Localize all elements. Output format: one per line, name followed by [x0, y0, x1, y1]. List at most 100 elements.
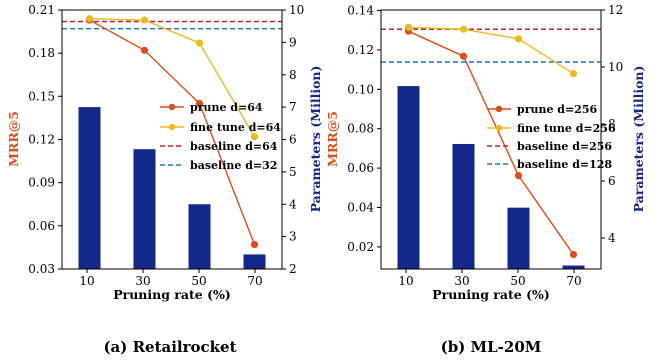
legend-item-baseline-large: baseline d=64 — [160, 140, 278, 153]
legend-label: baseline d=64 — [190, 140, 278, 153]
bar-30 — [133, 149, 156, 269]
series-point-prune — [140, 46, 149, 54]
legend-item-baseline-small: baseline d=32 — [160, 159, 277, 172]
right-axis-label: Parameters (Million) — [308, 66, 323, 213]
legend-label: fine tune d=64 — [190, 121, 281, 134]
bar-70 — [562, 265, 585, 269]
left-tick-label: 0.06 — [347, 161, 374, 175]
x-axis-label: Pruning rate (%) — [432, 287, 550, 302]
bar-10 — [397, 86, 420, 269]
legend-label: baseline d=128 — [517, 158, 612, 171]
series-point-prune — [569, 250, 578, 259]
series-point-prune — [514, 172, 523, 180]
series-point-fine-tune — [140, 16, 149, 24]
right-tick-label: 6 — [289, 133, 297, 147]
legend-item-baseline-large: baseline d=256 — [487, 140, 612, 153]
x-axis: 10 30 50 70 — [79, 269, 263, 288]
right-tick-label: 8 — [289, 68, 297, 82]
chart-panel-retailrocket: 0.03 0.06 0.09 0.12 0.15 0.18 0.21 2 3 4… — [6, 3, 323, 356]
left-tick-label: 0.10 — [347, 82, 374, 96]
bar-30 — [452, 143, 475, 269]
series-point-prune — [195, 99, 204, 108]
left-tick-label: 0.06 — [28, 219, 55, 233]
left-axis-label: MRR@5 — [325, 111, 340, 167]
series-point-fine-tune — [195, 39, 204, 47]
right-tick-label: 8 — [608, 117, 616, 131]
chart-marks — [62, 15, 282, 269]
right-tick-label: 7 — [289, 100, 297, 114]
left-axis: 0.03 0.06 0.09 0.12 0.15 0.18 0.21 — [28, 3, 62, 276]
series-point-fine-tune — [250, 133, 259, 141]
bar-70 — [243, 254, 266, 269]
left-tick-label: 0.08 — [347, 122, 374, 136]
left-axis: 0.02 0.04 0.06 0.08 0.10 0.12 0.14 — [347, 4, 381, 254]
series-point-prune — [459, 52, 468, 60]
left-tick-label: 0.12 — [347, 43, 374, 57]
series-line-prune — [89, 19, 256, 245]
x-tick-label: 30 — [135, 274, 150, 288]
x-tick-label: 50 — [510, 274, 525, 288]
right-tick-label: 5 — [289, 165, 297, 179]
plot-frame — [380, 9, 602, 270]
legend-item-fine-tune: fine tune d=64 — [160, 121, 281, 134]
right-tick-label: 4 — [289, 197, 297, 211]
legend-item-fine-tune: fine tune d=256 — [487, 122, 616, 135]
x-axis: 10 30 50 70 — [398, 269, 582, 288]
right-axis-label: Parameters (Million) — [631, 66, 646, 213]
series-point-fine-tune — [459, 25, 468, 33]
right-tick-label: 4 — [608, 231, 616, 245]
right-axis: 2 3 4 5 6 7 8 9 10 — [282, 3, 304, 276]
chart-marks — [381, 23, 601, 269]
left-tick-label: 0.03 — [28, 262, 55, 276]
right-tick-label: 10 — [608, 60, 623, 74]
right-tick-label: 3 — [289, 230, 297, 244]
x-axis-label: Pruning rate (%) — [113, 287, 231, 302]
x-tick-label: 10 — [398, 274, 413, 288]
series-point-fine-tune — [85, 15, 94, 23]
legend-item-baseline-small: baseline d=128 — [487, 158, 612, 171]
series-point-fine-tune — [569, 69, 578, 78]
legend-item-prune: prune d=256 — [487, 103, 598, 116]
left-tick-label: 0.14 — [347, 4, 374, 18]
right-tick-label: 2 — [289, 262, 297, 276]
left-tick-label: 0.12 — [28, 133, 55, 147]
chart-panel-ml20m: 0.02 0.04 0.06 0.08 0.10 0.12 0.14 4 6 8… — [325, 3, 646, 356]
legend-label: fine tune d=256 — [517, 122, 616, 135]
legend: prune d=256 fine tune d=256 baseline d=2… — [487, 103, 616, 171]
legend-label: baseline d=32 — [190, 159, 277, 172]
right-tick-label: 6 — [608, 174, 616, 188]
right-tick-label: 12 — [608, 3, 623, 17]
legend-item-prune: prune d=64 — [160, 101, 263, 114]
legend: prune d=64 fine tune d=64 baseline d=64 … — [160, 101, 281, 172]
left-tick-label: 0.04 — [347, 201, 374, 215]
right-tick-label: 9 — [289, 35, 297, 49]
x-tick-label: 10 — [79, 274, 94, 288]
series-line-prune — [408, 30, 575, 255]
caption: (b) ML-20M — [441, 338, 542, 356]
series-line-fine-tune — [89, 17, 256, 137]
x-tick-label: 30 — [454, 274, 469, 288]
bar-50 — [188, 204, 211, 269]
left-tick-label: 0.15 — [28, 89, 55, 103]
series-line-fine-tune — [408, 26, 574, 75]
caption: (a) Retailrocket — [103, 338, 236, 356]
x-tick-label: 50 — [191, 274, 206, 288]
legend-label: prune d=256 — [517, 103, 598, 116]
left-axis-label: MRR@5 — [6, 111, 21, 167]
x-tick-label: 70 — [247, 274, 262, 288]
left-tick-label: 0.09 — [28, 176, 55, 190]
left-tick-label: 0.18 — [28, 46, 55, 60]
legend-label: prune d=64 — [190, 101, 263, 114]
left-tick-label: 0.02 — [347, 240, 374, 254]
bar-50 — [507, 207, 530, 269]
left-tick-label: 0.21 — [28, 3, 55, 17]
series-point-prune — [250, 240, 259, 249]
legend-label: baseline d=256 — [517, 140, 612, 153]
right-tick-label: 10 — [289, 3, 304, 17]
bar-10 — [78, 107, 101, 269]
right-axis: 4 6 8 10 12 — [601, 3, 623, 245]
series-point-fine-tune — [404, 23, 413, 31]
x-tick-label: 70 — [566, 274, 581, 288]
series-point-fine-tune — [514, 35, 523, 43]
